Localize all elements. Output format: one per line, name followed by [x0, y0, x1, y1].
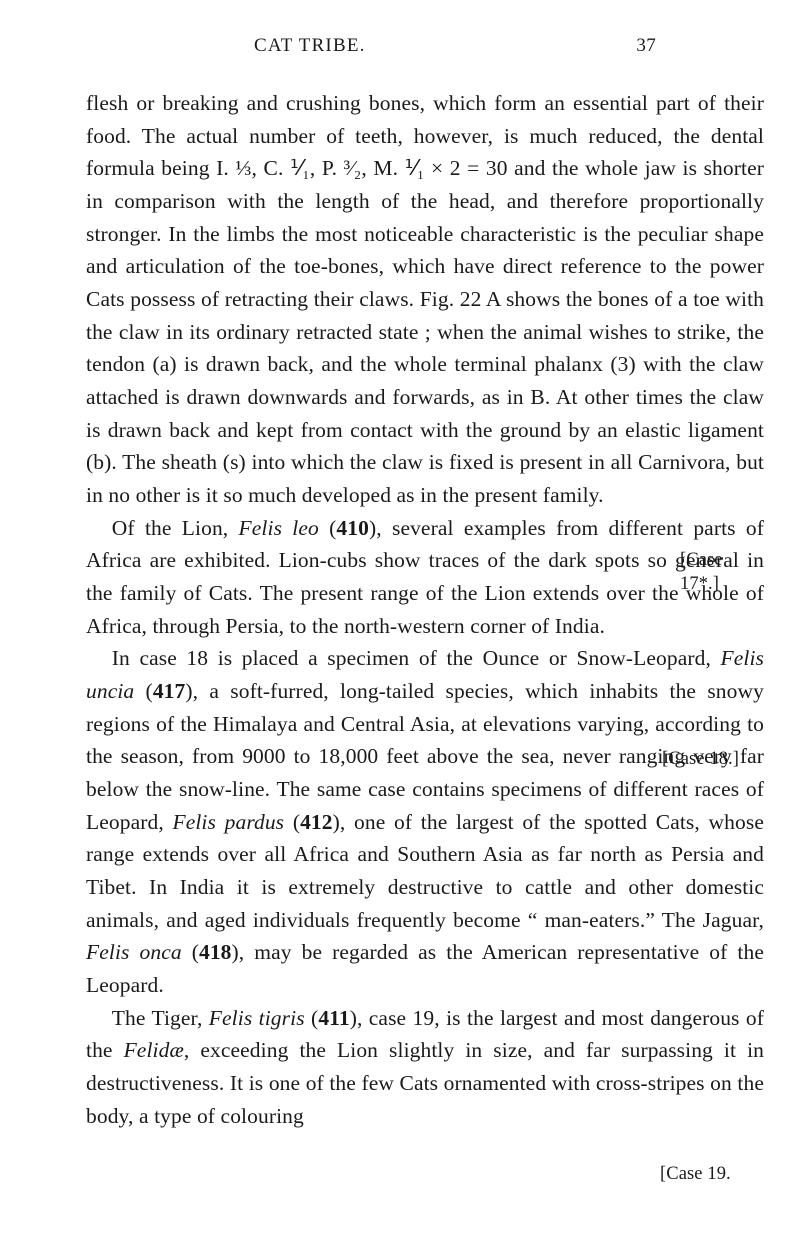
latin-name: Felis pardus: [172, 810, 284, 834]
latin-name: Felis onca: [86, 940, 182, 964]
margin-note-case-19: [Case 19.: [660, 1162, 800, 1186]
case-number: 411: [318, 1006, 349, 1030]
text-run: , exceeding the Lion slightly in size, a…: [86, 1038, 764, 1127]
text-run: (: [305, 1006, 319, 1030]
latin-name: Felis tigris: [209, 1006, 305, 1030]
margin-note-case-18: [Case 18.]: [662, 747, 800, 771]
case-number: 417: [153, 679, 186, 703]
case-number: 410: [336, 516, 369, 540]
page-number: 37: [636, 32, 656, 61]
section-title: CAT TRIBE.: [254, 32, 366, 61]
text-run: Of the Lion,: [112, 516, 239, 540]
margin-note-line: [Case: [680, 550, 723, 570]
text-run: (: [134, 679, 153, 703]
latin-name: Felidæ: [124, 1038, 184, 1062]
paragraph-2: Of the Lion, Felis leo (410), several ex…: [86, 512, 764, 643]
body-text: flesh or breaking and crushing bones, wh…: [86, 87, 764, 1133]
paragraph-4: The Tiger, Felis tigris (411), case 19, …: [86, 1002, 764, 1133]
case-number: 412: [300, 810, 333, 834]
text-run: (: [182, 940, 199, 964]
paragraph-3: In case 18 is placed a specimen of the O…: [86, 642, 764, 1001]
paragraph-1: flesh or breaking and crushing bones, wh…: [86, 87, 764, 512]
running-head: CAT TRIBE. 37: [86, 32, 764, 61]
text-run: In case 18 is placed a specimen of the O…: [112, 646, 721, 670]
text-run: The Tiger,: [112, 1006, 209, 1030]
case-number: 418: [199, 940, 232, 964]
margin-note-case-17: [Case 17*.]: [680, 548, 790, 596]
page-container: CAT TRIBE. 37 flesh or breaking and crus…: [0, 0, 800, 1238]
margin-note-line: 17*.]: [680, 574, 719, 594]
latin-name: Felis leo: [239, 516, 319, 540]
text-run: (: [319, 516, 337, 540]
text-run: (: [284, 810, 300, 834]
